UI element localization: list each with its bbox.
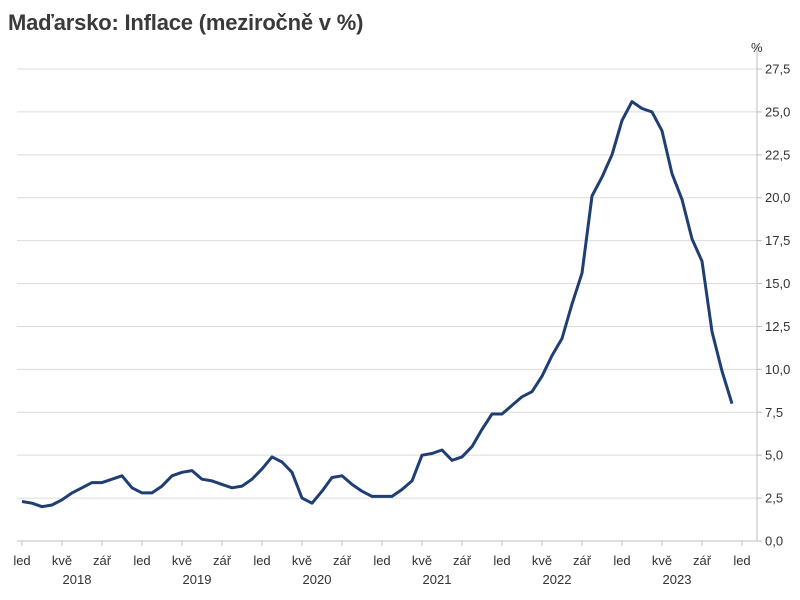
y-tick-label: 20,0 — [765, 190, 790, 205]
y-tick-label: 22,5 — [765, 147, 790, 162]
inflation-series-line — [21, 100, 734, 509]
x-tick-label: zář — [453, 553, 472, 568]
x-tick-label: zář — [693, 553, 712, 568]
x-tick-label: led — [373, 553, 390, 568]
y-axis-unit-label: % — [751, 40, 763, 55]
y-axis: 0,0 2,5 5,0 7,5 10,0 12,5 15,0 17,5 20,0 22,5 25,0… — [756, 44, 790, 549]
chart-title: Maďarsko: Inflace (meziročně v %) — [8, 10, 364, 35]
x-tick-label: led — [733, 553, 750, 568]
y-tick-label: 10,0 — [765, 362, 790, 377]
x-tick-label: led — [613, 553, 630, 568]
x-tick-label: zář — [573, 553, 592, 568]
x-tick-label: kvě — [292, 553, 312, 568]
x-year-label: 2018 — [63, 572, 92, 587]
x-axis-month-labels: led kvě zář led kvě zář led kvě zář led kvě zář led k… — [13, 553, 750, 568]
y-tick-label: 5,0 — [765, 448, 783, 463]
y-tick-label: 27,5 — [765, 62, 790, 77]
y-tick-label: 17,5 — [765, 233, 790, 248]
x-year-label: 2023 — [663, 572, 692, 587]
series-layer — [21, 100, 734, 509]
x-tick-label: led — [253, 553, 270, 568]
x-year-label: 2022 — [543, 572, 572, 587]
x-tick-label: kvě — [172, 553, 192, 568]
x-tick-label: kvě — [532, 553, 552, 568]
y-tick-label: 12,5 — [765, 319, 790, 334]
x-year-label: 2020 — [303, 572, 332, 587]
y-tick-label: 15,0 — [765, 276, 790, 291]
x-tick-label: led — [133, 553, 150, 568]
x-tick-label: kvě — [412, 553, 432, 568]
grid-lines — [17, 68, 757, 542]
y-tick-label: 25,0 — [765, 104, 790, 119]
x-year-label: 2019 — [183, 572, 212, 587]
x-axis-year-labels: 2018 2019 2020 2021 2022 2023 — [63, 572, 692, 587]
x-tick-label: led — [493, 553, 510, 568]
x-tick-label: kvě — [652, 553, 672, 568]
y-tick-label: 2,5 — [765, 491, 783, 506]
x-year-label: 2021 — [423, 572, 452, 587]
y-tick-label: 0,0 — [765, 534, 783, 549]
x-tick-label: led — [13, 553, 30, 568]
x-tick-label: zář — [93, 553, 112, 568]
x-axis — [21, 541, 743, 546]
x-tick-label: zář — [333, 553, 352, 568]
x-tick-label: zář — [213, 553, 232, 568]
y-tick-label: 7,5 — [765, 405, 783, 420]
x-tick-label: kvě — [52, 553, 72, 568]
